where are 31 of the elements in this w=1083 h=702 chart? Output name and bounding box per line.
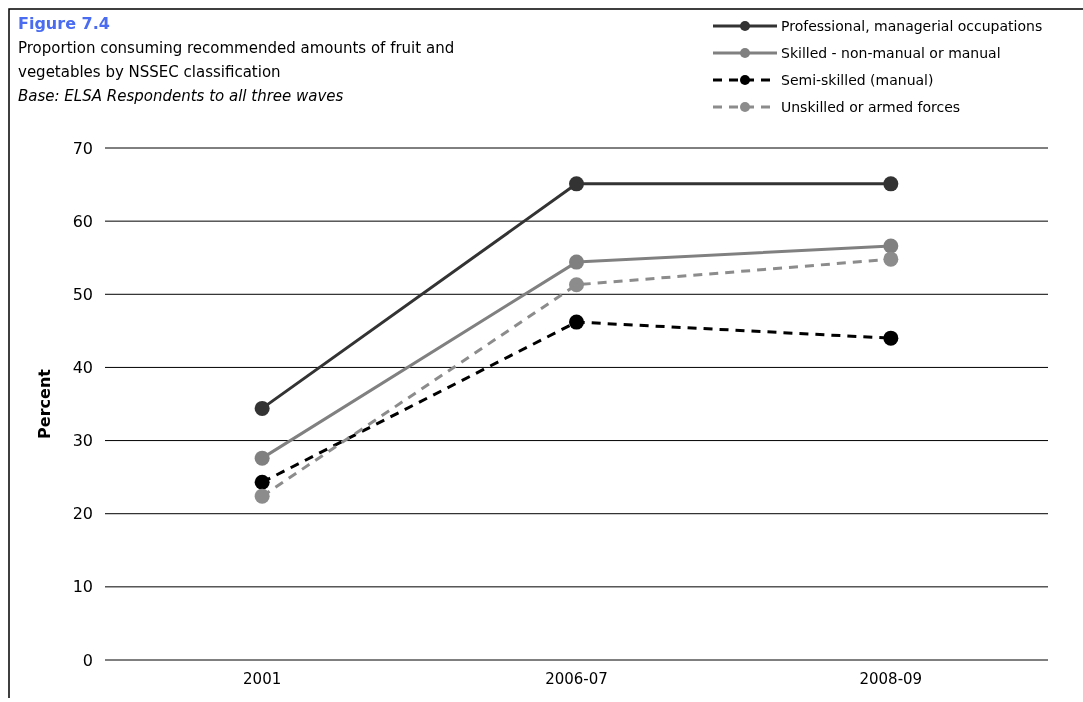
legend-label: Unskilled or armed forces [781, 98, 961, 115]
text: Base: ELSA Respondents to all three waves [18, 87, 344, 105]
y-tick-label: 30 [72, 431, 93, 451]
legend-label: Professional, managerial occupations [781, 17, 1043, 34]
legend-label: Skilled - non-manual or manual [781, 44, 1001, 61]
point [569, 176, 584, 192]
point [254, 474, 270, 490]
y-tick-label: 20 [72, 504, 93, 524]
point [569, 314, 584, 330]
point [883, 251, 899, 267]
y-tick-label: 50 [72, 284, 93, 304]
point [569, 277, 584, 293]
point [254, 400, 270, 416]
point [569, 254, 584, 270]
y-axis-title: Percent [35, 368, 54, 439]
x-tick-label: 2008-09 [859, 670, 923, 688]
point [254, 488, 270, 504]
y-tick-label: 70 [72, 138, 93, 158]
y-tick-label: 40 [72, 358, 93, 378]
chart-title: Figure 7.4 [18, 14, 110, 33]
y-tick-label: 60 [72, 211, 93, 231]
point [883, 238, 899, 254]
x-tick-label: 2006-07 [545, 670, 608, 688]
chart-subtitle: Proportion consuming recommended amounts of fruit and vegetables by NSSEC classification [18, 39, 455, 81]
y-tick-label: 10 [72, 577, 93, 597]
point [254, 450, 270, 466]
y-tick-label: 0 [82, 650, 93, 670]
point [883, 176, 899, 192]
x-tick-label: 2001 [243, 670, 282, 688]
legend-label: Semi-skilled (manual) [781, 71, 934, 88]
point [883, 330, 899, 346]
